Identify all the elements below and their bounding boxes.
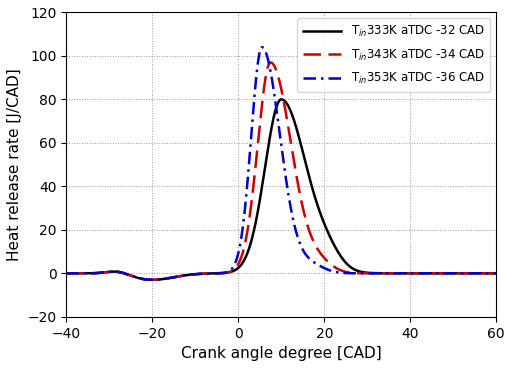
T$_{in}$343K aTDC -34 CAD xyxy=(493,271,499,276)
Line: T$_{in}$333K aTDC -32 CAD: T$_{in}$333K aTDC -32 CAD xyxy=(67,99,496,280)
T$_{in}$343K aTDC -34 CAD xyxy=(63,271,70,276)
T$_{in}$343K aTDC -34 CAD xyxy=(273,67,279,71)
T$_{in}$353K aTDC -36 CAD xyxy=(493,271,499,276)
T$_{in}$333K aTDC -32 CAD xyxy=(63,271,70,276)
T$_{in}$353K aTDC -36 CAD xyxy=(481,271,487,276)
T$_{in}$333K aTDC -32 CAD xyxy=(493,271,499,276)
T$_{in}$333K aTDC -32 CAD xyxy=(481,271,487,276)
T$_{in}$333K aTDC -32 CAD xyxy=(272,107,279,112)
T$_{in}$353K aTDC -36 CAD xyxy=(261,47,267,52)
T$_{in}$353K aTDC -36 CAD xyxy=(481,271,487,276)
X-axis label: Crank angle degree [CAD]: Crank angle degree [CAD] xyxy=(181,346,381,361)
Y-axis label: Heat release rate [J/CAD]: Heat release rate [J/CAD] xyxy=(7,68,22,261)
Line: T$_{in}$353K aTDC -36 CAD: T$_{in}$353K aTDC -36 CAD xyxy=(67,47,496,280)
T$_{in}$343K aTDC -34 CAD xyxy=(481,271,487,276)
Legend: T$_{in}$333K aTDC -32 CAD, T$_{in}$343K aTDC -34 CAD, T$_{in}$353K aTDC -36 CAD: T$_{in}$333K aTDC -32 CAD, T$_{in}$343K … xyxy=(297,18,490,92)
T$_{in}$333K aTDC -32 CAD xyxy=(85,271,91,276)
T$_{in}$343K aTDC -34 CAD xyxy=(261,84,267,89)
T$_{in}$333K aTDC -32 CAD xyxy=(150,277,156,282)
T$_{in}$353K aTDC -36 CAD xyxy=(273,103,279,107)
T$_{in}$343K aTDC -34 CAD xyxy=(268,60,274,65)
T$_{in}$333K aTDC -32 CAD xyxy=(481,271,487,276)
T$_{in}$333K aTDC -32 CAD xyxy=(402,271,409,276)
Line: T$_{in}$343K aTDC -34 CAD: T$_{in}$343K aTDC -34 CAD xyxy=(67,63,496,280)
T$_{in}$343K aTDC -34 CAD xyxy=(85,271,91,276)
T$_{in}$353K aTDC -36 CAD xyxy=(63,271,70,276)
T$_{in}$353K aTDC -36 CAD xyxy=(402,271,409,276)
T$_{in}$353K aTDC -36 CAD xyxy=(259,45,265,49)
T$_{in}$353K aTDC -36 CAD xyxy=(85,271,91,276)
T$_{in}$343K aTDC -34 CAD xyxy=(481,271,487,276)
T$_{in}$343K aTDC -34 CAD xyxy=(150,277,156,282)
T$_{in}$333K aTDC -32 CAD xyxy=(279,97,285,102)
T$_{in}$343K aTDC -34 CAD xyxy=(402,271,409,276)
T$_{in}$333K aTDC -32 CAD xyxy=(261,170,267,175)
T$_{in}$353K aTDC -36 CAD xyxy=(150,277,156,282)
